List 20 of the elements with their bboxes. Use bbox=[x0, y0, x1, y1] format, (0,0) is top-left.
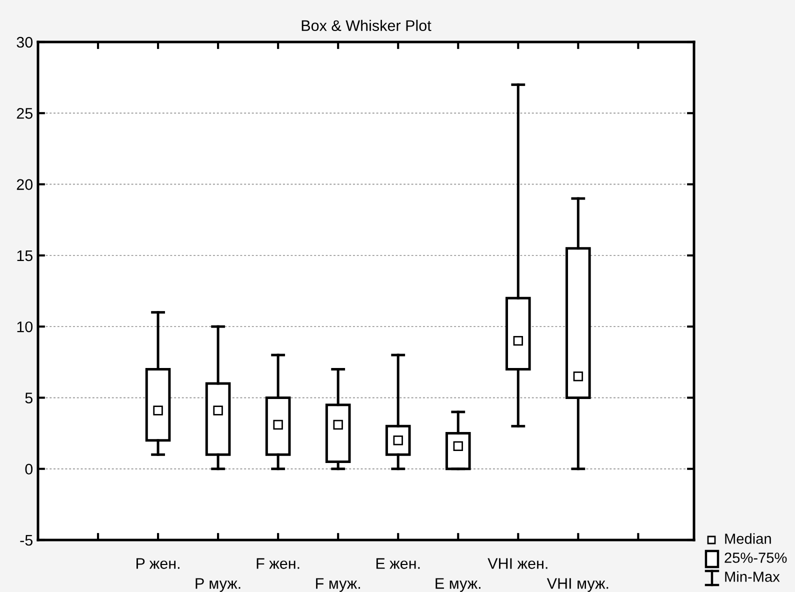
y-tick-label: 25 bbox=[16, 108, 32, 119]
x-tick-label: F жен. bbox=[256, 558, 300, 569]
y-tick-label: 30 bbox=[16, 36, 33, 48]
y-tick-label: 5 bbox=[25, 392, 32, 404]
text: Min-Max bbox=[725, 571, 780, 582]
chart-title: Box & Whisker Plot bbox=[302, 20, 432, 32]
y-tick-label: 0 bbox=[25, 464, 33, 475]
x-tick-label: P жен. bbox=[136, 558, 180, 569]
x-tick-label: VHI муж. bbox=[546, 578, 608, 592]
x-tick-label: E муж. bbox=[436, 578, 480, 592]
x-tick-label: E жен. bbox=[376, 558, 420, 569]
x-tick-label: F муж. bbox=[316, 578, 360, 592]
x-tick-label: VHI жен. bbox=[488, 558, 548, 569]
y-tick-label: 15 bbox=[17, 250, 32, 262]
y-tick-label: -5 bbox=[20, 535, 32, 546]
text: Median bbox=[725, 533, 771, 544]
y-tick-label: 10 bbox=[17, 321, 33, 332]
x-tick-label: P муж. bbox=[196, 578, 240, 592]
y-tick-label: 20 bbox=[16, 179, 33, 190]
text: 25%-75% bbox=[724, 552, 787, 563]
